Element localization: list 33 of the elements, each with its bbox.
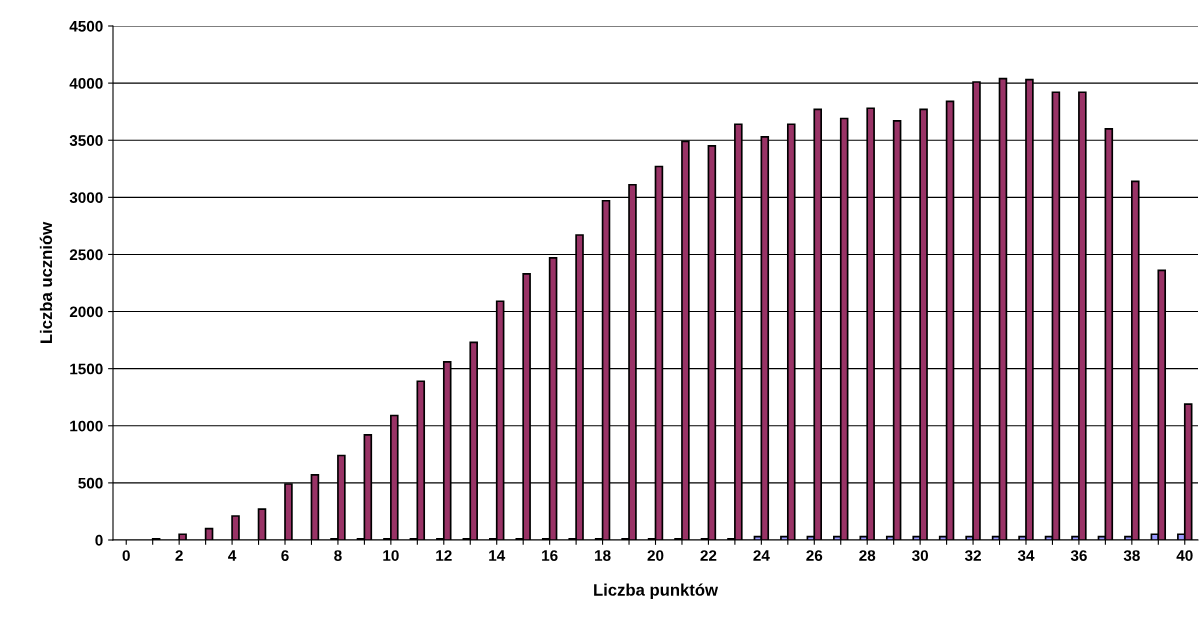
x-tick-label: 6 — [281, 550, 289, 561]
x-tick-label: 32 — [964, 550, 981, 561]
y-tick-label: 1500 — [70, 363, 103, 375]
x-tick-label: 34 — [1017, 550, 1035, 561]
x-tick-label: 2 — [175, 550, 183, 561]
y-tick-label: 2500 — [69, 249, 103, 261]
y-tick-label: 0 — [95, 534, 103, 546]
x-tick-label: 4 — [228, 550, 237, 561]
x-tick-label: 28 — [859, 550, 876, 561]
x-axis-title: Liczba punktów — [594, 583, 719, 600]
x-tick-label: 26 — [806, 550, 823, 561]
x-tick-label: 0 — [122, 550, 130, 561]
y-tick-label: 4500 — [69, 20, 103, 32]
x-tick-label: 40 — [1176, 550, 1193, 561]
y-tick-label: 2000 — [69, 306, 103, 318]
x-tick-label: 36 — [1070, 550, 1087, 561]
x-tick-label: 38 — [1123, 550, 1140, 561]
x-tick-label: 30 — [911, 550, 929, 561]
y-axis-title: Liczba uczniów — [39, 221, 53, 343]
x-tick-label: 14 — [489, 550, 506, 561]
x-tick-label: 8 — [334, 550, 342, 561]
y-tick-label: 4000 — [69, 77, 103, 89]
y-tick-label: 500 — [78, 477, 103, 489]
x-tick-label: 12 — [436, 550, 452, 561]
x-tick-label: 20 — [647, 550, 664, 561]
x-tick-label: 18 — [595, 550, 611, 561]
y-tick-label: 3500 — [69, 135, 103, 146]
x-tick-label: 24 — [753, 550, 770, 561]
y-tick-label: 1000 — [70, 420, 103, 432]
x-tick-label: 22 — [700, 550, 717, 561]
x-tick-label: 16 — [542, 550, 558, 561]
y-tick-label: 3000 — [69, 192, 103, 204]
x-tick-label: 10 — [383, 550, 399, 561]
